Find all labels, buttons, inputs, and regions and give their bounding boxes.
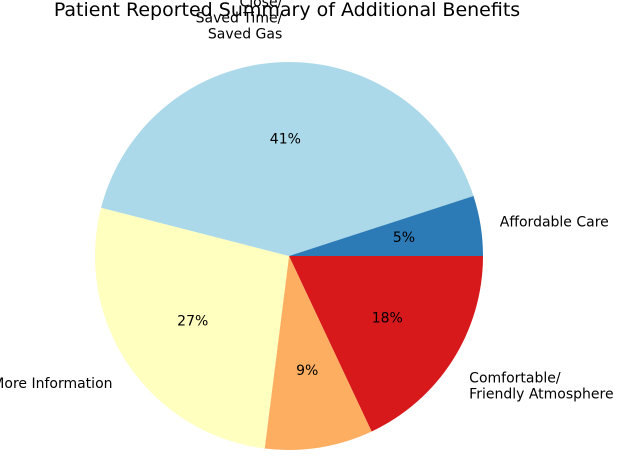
pie-pct-label-0: 18% [372, 310, 403, 326]
pie-pct-label-2: 27% [177, 313, 208, 329]
pie-category-label-2: Doctor/More Information [0, 376, 113, 392]
pie-pct-label-4: 5% [393, 230, 415, 246]
pie-category-label-line: Friendly Atmosphere [469, 386, 613, 402]
pie-category-label-line: Doctor/More Information [0, 376, 113, 392]
chart-title: Patient Reported Summary of Additional B… [54, 0, 520, 21]
pie-slice-0 [289, 256, 483, 432]
pie-category-label-line: Close/ [239, 0, 282, 11]
pie-slice-3 [101, 61, 474, 257]
pie-slice-4 [289, 196, 483, 256]
pie-slices [94, 61, 483, 450]
pie-category-label-line: Comfortable/ [469, 370, 561, 386]
pie-slice-1 [264, 256, 372, 450]
pie-category-label-0: Comfortable/Friendly Atmosphere [469, 370, 613, 402]
pie-category-label-line: Affordable Care [500, 215, 609, 231]
pie-slice-2 [94, 207, 289, 449]
pie-category-label-4: Affordable Care [500, 215, 609, 231]
pie-pct-label-3: 41% [270, 132, 301, 148]
pie-category-label-line: Saved Gas [208, 27, 282, 43]
pie-pct-label-1: 9% [296, 363, 318, 379]
pie-category-label-3: Close/Saved Time/Saved Gas [196, 0, 283, 43]
pie-category-label-line: Saved Time/ [196, 11, 283, 27]
